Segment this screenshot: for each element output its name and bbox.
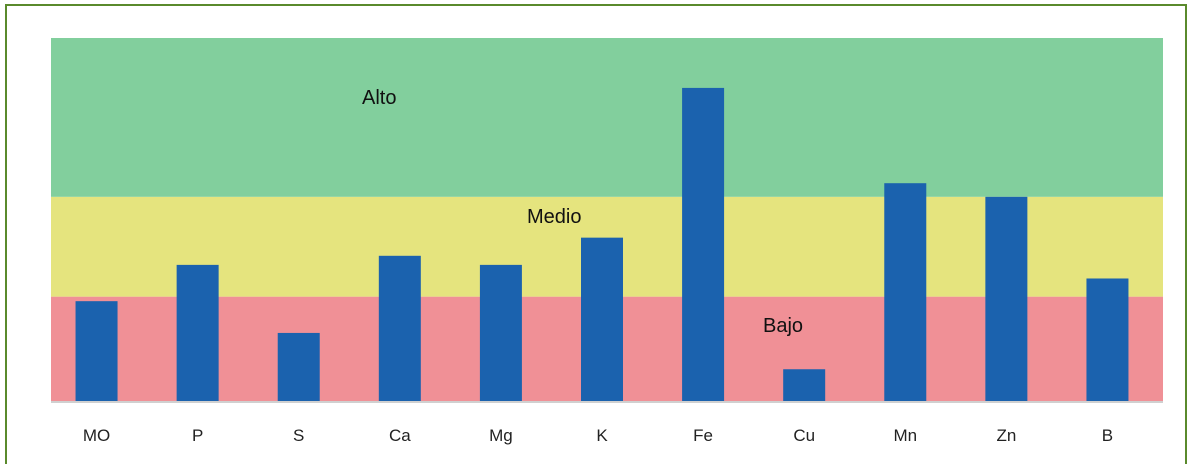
- chart-frame: [5, 4, 1187, 464]
- bar-b: [1086, 278, 1129, 401]
- x-tick-labels: MO P S Ca Mg K Fe Cu Mn Zn B: [83, 426, 1113, 445]
- x-tick-label-ca: Ca: [389, 426, 411, 445]
- x-tick-label-cu: Cu: [793, 426, 815, 445]
- x-tick-label-mn: Mn: [893, 426, 917, 445]
- bar-s: [277, 332, 320, 401]
- x-tick-label-b: B: [1102, 426, 1113, 445]
- x-tick-label-k: K: [596, 426, 608, 445]
- zone-label-bajo: Bajo: [763, 315, 803, 337]
- bar-cu: [783, 369, 826, 401]
- bar-k: [581, 237, 623, 401]
- band-alto: [51, 38, 1163, 197]
- bar-zn: [985, 196, 1028, 401]
- bar-p: [176, 264, 219, 401]
- bars: [75, 87, 1129, 401]
- zone-label-medio: Medio: [527, 206, 581, 228]
- x-tick-label-mo: MO: [83, 426, 110, 445]
- x-tick-label-zn: Zn: [996, 426, 1016, 445]
- bar-mo: [75, 301, 118, 401]
- x-tick-label-fe: Fe: [693, 426, 713, 445]
- zone-label-alto: Alto: [362, 87, 396, 109]
- bar-mg: [479, 264, 522, 401]
- x-tick-label-mg: Mg: [489, 426, 513, 445]
- bar-mn: [884, 183, 927, 401]
- x-tick-label-p: P: [192, 426, 203, 445]
- x-tick-label-s: S: [293, 426, 304, 445]
- bar-fe: [682, 87, 725, 401]
- bar-ca: [378, 255, 421, 401]
